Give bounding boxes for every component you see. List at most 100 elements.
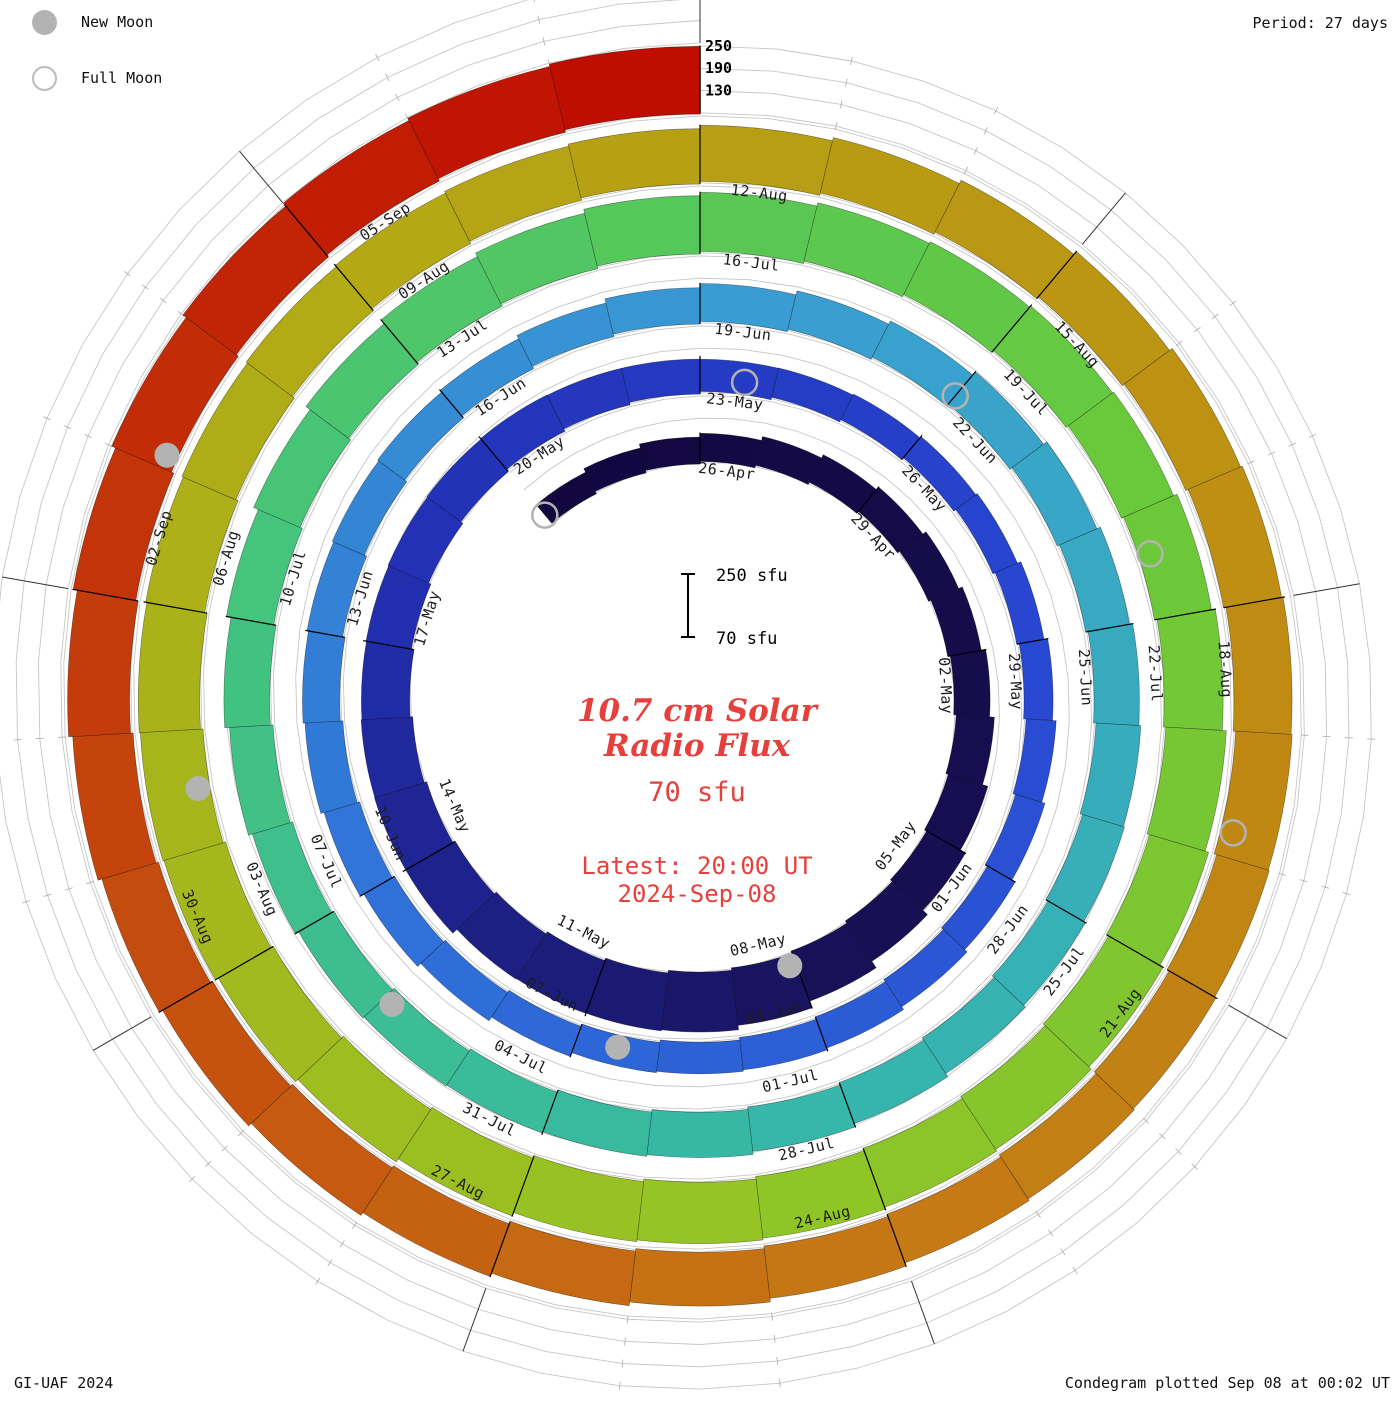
flux-bar <box>1226 597 1292 734</box>
flux-bar <box>138 603 207 733</box>
new-moon-marker <box>186 776 211 801</box>
radial-axis-label: 190 <box>705 59 732 77</box>
flux-bar <box>1046 815 1125 922</box>
grid-day-tick <box>1230 301 1236 306</box>
grid-day-tick <box>1176 341 1182 346</box>
grid-day-tick <box>994 107 998 114</box>
grid-day-tick <box>1048 1230 1052 1237</box>
flux-bar <box>302 631 345 723</box>
full-moon-icon <box>32 66 57 91</box>
flux-bar <box>584 196 700 266</box>
grid-day-tick <box>625 1337 626 1345</box>
footer-label: Condegram plotted Sep 08 at 00:02 UT <box>1065 1374 1390 1392</box>
grid-day-tick <box>328 1259 332 1266</box>
grid-day-tick <box>1036 1211 1040 1218</box>
flux-bar <box>1013 719 1056 802</box>
grid-day-tick <box>1194 327 1200 332</box>
grid-day-tick <box>386 74 390 81</box>
flux-bar <box>361 717 424 798</box>
grid-day-tick <box>1212 314 1218 319</box>
flux-bar <box>839 1040 948 1124</box>
grid-day-tick <box>124 271 130 276</box>
chart-title-line1: 10.7 cm Solar <box>450 694 944 729</box>
grid-day-tick <box>142 285 148 290</box>
new-moon-marker <box>605 1035 630 1060</box>
date-label: 01-Jul <box>760 1066 820 1097</box>
legend-new-moon-row: New Moon <box>32 8 162 36</box>
flux-bar <box>547 368 630 429</box>
radial-axis: 250 190 130 <box>705 37 732 100</box>
period-label: Period: 27 days <box>1253 14 1388 32</box>
grid-day-tick <box>533 0 535 2</box>
flux-bar <box>1214 731 1292 870</box>
flux-bar <box>637 1179 763 1244</box>
grid-day-tick <box>911 1281 934 1344</box>
moon-legend: New Moon Full Moon <box>32 8 162 120</box>
full-moon-label: Full Moon <box>81 69 162 87</box>
grid-day-tick <box>2 577 68 589</box>
date-label: 29-May <box>1005 653 1026 711</box>
new-moon-marker <box>777 953 802 978</box>
flux-bar <box>1059 527 1129 632</box>
grid-day-tick <box>974 147 978 154</box>
flux-bar <box>1147 727 1226 851</box>
flux-bars <box>68 46 1293 1306</box>
flux-bar <box>841 394 920 460</box>
flux-bar <box>140 729 223 861</box>
flux-bar <box>224 617 276 727</box>
flux-bar <box>657 1040 744 1074</box>
flux-bar <box>332 461 407 555</box>
grid-day-tick <box>1294 584 1360 596</box>
flux-bar <box>361 641 414 720</box>
grid-day-tick <box>340 1241 344 1248</box>
flux-bar <box>985 794 1045 880</box>
scale-top-label: 250 sfu <box>716 566 788 586</box>
center-annotation: 10.7 cm Solar Radio Flux 70 sfu Latest: … <box>450 694 944 908</box>
flux-bar <box>700 192 817 263</box>
grid-day-tick <box>1082 193 1125 244</box>
grid-day-tick <box>396 94 400 101</box>
date-label: 22-Jul <box>1145 644 1166 702</box>
flux-scale-bar: 250 sfu 70 sfu <box>681 566 788 649</box>
grid-day-tick <box>1073 1267 1077 1274</box>
grid-day-tick <box>622 1360 623 1368</box>
grid-day-tick <box>93 1017 151 1050</box>
grid-day-tick <box>352 1222 356 1229</box>
flux-bar <box>647 1109 753 1157</box>
flux-bar <box>639 437 700 471</box>
latest-time-label: Latest: 20:00 UT <box>450 852 944 880</box>
flux-bar <box>68 590 139 737</box>
radial-axis-label: 130 <box>705 82 732 100</box>
new-moon-icon <box>32 10 57 35</box>
grid-day-tick <box>984 127 988 134</box>
flux-bar <box>772 368 853 422</box>
flux-bar <box>956 494 1018 574</box>
flux-bar <box>1157 609 1223 730</box>
flux-bar <box>230 725 291 835</box>
new-moon-marker <box>155 443 180 468</box>
legend-full-moon-row: Full Moon <box>32 64 162 92</box>
grid-day-tick <box>1061 1248 1065 1255</box>
grid-day-tick <box>779 1379 780 1387</box>
grid-day-tick <box>316 1278 320 1285</box>
radial-axis-label: 250 <box>705 37 732 55</box>
credit-label: GI-UAF 2024 <box>14 1374 113 1392</box>
new-moon-marker <box>380 992 405 1017</box>
flux-bar <box>661 970 738 1032</box>
latest-date-label: 2024-Sep-08 <box>450 880 944 908</box>
grid-day-tick <box>964 167 968 174</box>
flux-bar <box>517 303 614 366</box>
flux-bar <box>536 472 596 523</box>
current-flux-value: 70 sfu <box>450 777 944 808</box>
flux-bar <box>1088 624 1139 726</box>
chart-title-line2: Radio Flux <box>450 729 944 764</box>
date-label: 25-Jun <box>1075 648 1096 706</box>
new-moon-label: New Moon <box>81 13 153 31</box>
flux-bar <box>584 448 646 492</box>
grid-day-tick <box>774 1335 775 1343</box>
scale-bottom-label: 70 sfu <box>716 629 777 649</box>
flux-bar <box>788 291 889 360</box>
grid-day-tick <box>777 1357 778 1365</box>
grid-day-tick <box>160 298 166 303</box>
date-label: 08-May <box>728 929 788 960</box>
